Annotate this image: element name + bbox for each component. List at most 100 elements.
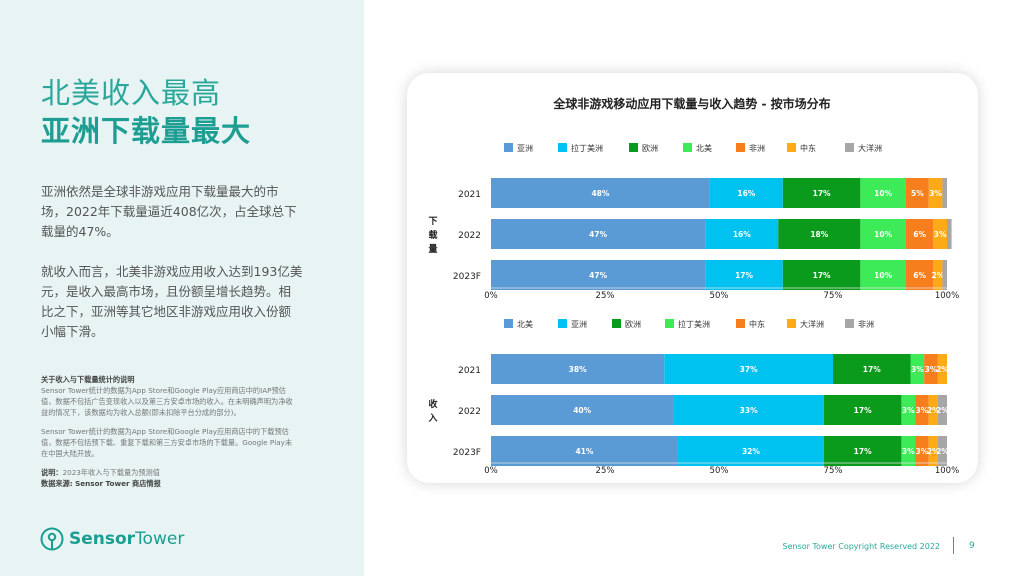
bar-label-0-2-2: 17% (813, 271, 831, 280)
brand-name-tower: Tower (135, 529, 185, 549)
sensor-tower-logo-icon (40, 527, 64, 551)
bar-label-1-1-5: 2% (927, 406, 940, 415)
bar-1-1-0 (491, 395, 674, 425)
bar-label-0-1-2: 18% (810, 230, 828, 239)
bar-1-0-4 (924, 354, 938, 384)
legend-label-1-3: 拉丁美洲 (678, 319, 710, 329)
x-tick-label-0-0: 0% (484, 291, 498, 301)
left-panel: 北美收入最高 亚洲下载量最大 亚洲依然是全球非游戏应用下载量最大的市场，2022… (0, 0, 364, 576)
bar-label-1-1-0: 40% (573, 406, 591, 415)
bar-1-0-0 (491, 354, 665, 384)
legend-swatch-1-1 (558, 319, 567, 328)
legend-label-1-0: 北美 (517, 319, 533, 329)
footer-copyright: Sensor Tower Copyright Reserved 2022 (782, 542, 940, 551)
bar-label-0-1-5: 3% (934, 230, 947, 239)
notes-block: 关于收入与下载量统计的说明 Sensor Tower统计的数据为App Stor… (41, 374, 299, 489)
legend-swatch-0-4 (736, 143, 745, 152)
bar-1-1-1 (673, 395, 824, 425)
legend-label-1-4: 中东 (749, 319, 765, 329)
bar-label-1-1-2: 17% (854, 406, 872, 415)
legend-swatch-1-3 (665, 319, 674, 328)
bar-1-0-3 (910, 354, 925, 384)
legend-swatch-1-6 (845, 319, 854, 328)
bar-label-1-2-4: 3% (916, 447, 929, 456)
bar-label-0-2-5: 2% (932, 271, 945, 280)
brand-logo: SensorTower (40, 527, 184, 551)
bar-label-0-0-0: 48% (591, 189, 609, 198)
legend-label-0-2: 欧洲 (642, 143, 658, 153)
x-tick-label-1-0: 0% (484, 466, 498, 476)
legend-swatch-1-2 (612, 319, 621, 328)
bar-label-0-1-1: 16% (733, 230, 751, 239)
bar-1-1-4 (915, 395, 929, 425)
legend-label-0-5: 中东 (800, 143, 816, 153)
bar-label-0-0-1: 16% (737, 189, 755, 198)
legend-swatch-0-2 (629, 143, 638, 152)
legend-label-0-0: 亚洲 (517, 144, 533, 153)
bar-0-1-3 (860, 219, 906, 249)
bar-1-2-5 (928, 436, 938, 466)
bar-1-0-1 (664, 354, 833, 384)
bar-1-0-5 (937, 354, 947, 384)
bar-1-1-6 (937, 395, 947, 425)
bar-0-1-6 (947, 219, 952, 249)
bar-label-1-0-3: 3% (911, 365, 924, 374)
bar-0-0-6 (942, 178, 947, 208)
bar-0-2-6 (942, 260, 947, 290)
bar-label-0-0-4: 5% (911, 189, 924, 198)
bar-label-1-2-0: 41% (576, 447, 594, 456)
bar-0-2-5 (933, 260, 943, 290)
page-number: 9 (969, 541, 975, 551)
bar-label-1-2-6: 2% (936, 447, 949, 456)
axis-label-1-1: 入 (427, 413, 437, 424)
bar-1-2-0 (491, 436, 678, 466)
bar-0-1-4 (905, 219, 934, 249)
axis-label-1-0: 收 (428, 398, 437, 410)
bar-0-2-2 (782, 260, 861, 290)
category-label-1-0: 2021 (458, 366, 481, 376)
legend-swatch-1-5 (787, 319, 796, 328)
bar-label-1-1-1: 33% (740, 406, 758, 415)
bar-1-2-6 (937, 436, 947, 466)
bar-label-1-1-3: 3% (902, 406, 915, 415)
bar-1-2-4 (915, 436, 929, 466)
bar-label-1-0-0: 38% (569, 365, 587, 374)
legend-swatch-0-6 (845, 143, 854, 152)
legend-swatch-0-5 (787, 143, 796, 152)
legend-label-0-6: 大洋洲 (858, 143, 882, 153)
bar-label-0-2-3: 10% (874, 271, 892, 280)
bar-label-1-1-6: 2% (936, 406, 949, 415)
bar-label-0-1-0: 47% (589, 230, 607, 239)
legend-label-1-2: 欧洲 (625, 319, 641, 329)
slide-title-line2: 亚洲下载量最大 (41, 114, 252, 148)
bar-0-1-5 (933, 219, 947, 249)
bar-0-2-0 (491, 260, 706, 290)
category-label-1-2: 2023F (453, 448, 481, 458)
legend-label-0-4: 非洲 (749, 143, 765, 153)
bar-0-0-0 (491, 178, 710, 208)
axis-label-0-0: 下 (428, 216, 437, 227)
note-label: 说明： (41, 468, 63, 477)
bar-1-1-2 (823, 395, 902, 425)
legend-swatch-0-0 (504, 143, 513, 152)
bar-label-0-2-1: 17% (735, 271, 753, 280)
category-label-0-2: 2023F (453, 272, 481, 282)
bar-label-0-1-3: 10% (874, 230, 892, 239)
chart-canvas: 全球非游戏移动应用下载量与收入趋势 - 按市场分布亚洲 拉丁美洲 欧洲 北美 非洲 中东大… (427, 96, 959, 476)
legend-swatch-1-4 (736, 319, 745, 328)
bar-0-2-3 (860, 260, 906, 290)
bar-1-0-2 (833, 354, 911, 384)
source-text: 数据来源: Sensor Tower 商店情报 (41, 479, 161, 488)
bar-0-0-3 (860, 178, 906, 208)
category-label-1-1: 2022 (458, 407, 481, 417)
axis-label-0-1: 载 (428, 229, 437, 241)
legend-label-1-1: 亚洲 (571, 320, 587, 329)
bar-0-1-0 (491, 219, 706, 249)
slide-title-line1: 北美收入最高 (41, 76, 222, 110)
note-text: 2023年收入与下载量为预测值 (62, 468, 160, 477)
bar-label-1-2-1: 32% (742, 447, 760, 456)
bar-0-0-1 (709, 178, 783, 208)
bar-1-1-5 (928, 395, 938, 425)
legend-label-1-6: 非洲 (858, 319, 874, 329)
bar-label-0-2-4: 6% (913, 271, 926, 280)
